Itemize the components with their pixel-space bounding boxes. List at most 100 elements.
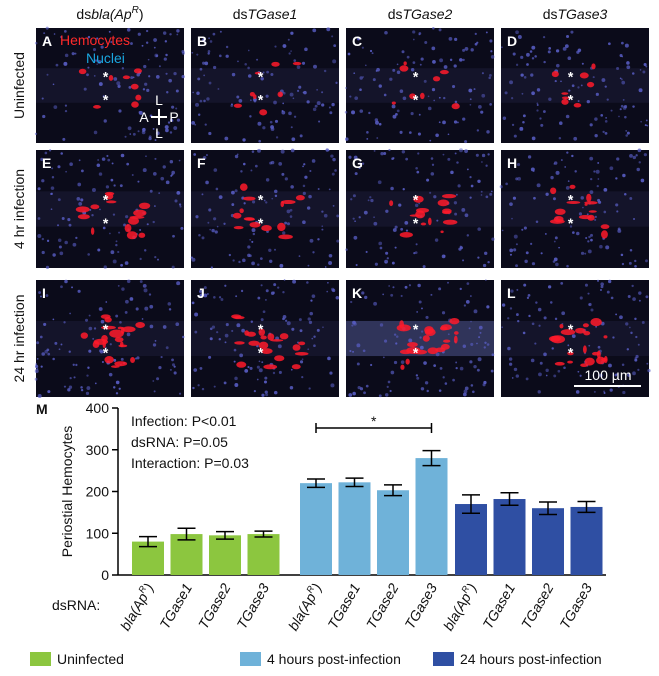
- nucleus: [102, 95, 105, 98]
- nucleus: [65, 170, 67, 173]
- nucleus: [470, 342, 474, 346]
- column-header: dsTGase1: [233, 6, 298, 22]
- nucleus: [191, 301, 195, 305]
- nucleus: [352, 350, 355, 353]
- nucleus: [580, 251, 585, 255]
- hemocyte: [258, 328, 266, 336]
- nucleus: [212, 65, 217, 70]
- nucleus: [325, 148, 329, 152]
- nucleus: [438, 121, 441, 124]
- nucleus: [585, 237, 588, 240]
- hemocyte: [233, 316, 245, 320]
- heart-tube: [346, 68, 494, 103]
- hemocyte: [108, 75, 114, 81]
- nucleus: [214, 230, 218, 234]
- nucleus: [569, 197, 573, 200]
- nucleus: [243, 202, 246, 205]
- nucleus: [558, 137, 562, 140]
- nucleus: [627, 373, 631, 377]
- nucleus: [530, 167, 535, 172]
- nucleus: [475, 153, 479, 157]
- nucleus: [610, 296, 614, 300]
- nucleus: [513, 248, 517, 252]
- nucleus: [165, 180, 170, 185]
- nucleus: [543, 352, 547, 357]
- nucleus: [120, 357, 124, 361]
- nucleus: [400, 294, 403, 297]
- nucleus: [311, 159, 316, 163]
- nucleus: [584, 252, 587, 255]
- nucleus: [263, 199, 266, 202]
- nucleus: [516, 288, 519, 291]
- nucleus: [274, 119, 279, 123]
- hemocyte: [422, 335, 430, 342]
- hemocyte: [114, 361, 128, 367]
- nucleus: [282, 231, 286, 235]
- nucleus: [402, 188, 405, 191]
- nucleus: [357, 37, 360, 41]
- micrograph: [501, 28, 649, 143]
- panel-letter: L: [507, 285, 516, 301]
- nucleus: [473, 309, 478, 314]
- nucleus: [551, 347, 554, 350]
- nucleus: [469, 98, 472, 101]
- nucleus: [240, 170, 243, 173]
- nucleus: [415, 327, 418, 330]
- nucleus: [213, 385, 216, 388]
- nucleus: [115, 392, 119, 395]
- hemocyte: [399, 349, 412, 355]
- category-name: TGase1: [479, 581, 518, 632]
- nucleus: [447, 333, 450, 336]
- channel-label: Hemocytes: [60, 32, 130, 48]
- nucleus: [312, 28, 317, 33]
- hemocyte: [416, 207, 430, 213]
- hemocyte: [405, 358, 410, 365]
- nucleus: [284, 221, 288, 225]
- nucleus: [78, 159, 81, 162]
- nucleus: [147, 58, 150, 61]
- nucleus: [448, 36, 453, 41]
- nucleus: [115, 243, 118, 247]
- nucleus: [391, 261, 395, 265]
- nucleus: [269, 259, 273, 263]
- nucleus: [231, 190, 235, 195]
- heart-tube: [191, 68, 339, 103]
- nucleus: [153, 390, 156, 393]
- nucleus: [247, 366, 250, 369]
- nucleus: [402, 96, 407, 101]
- nucleus: [477, 256, 480, 259]
- nucleus: [126, 28, 131, 32]
- nucleus: [260, 318, 264, 322]
- nucleus: [629, 197, 633, 200]
- nucleus: [646, 362, 649, 365]
- hemocyte: [93, 338, 109, 345]
- nucleus: [491, 353, 495, 357]
- row-label: 24 hr infection: [11, 295, 27, 383]
- nucleus: [501, 229, 504, 232]
- header-gene: TGase1: [247, 6, 297, 22]
- nucleus: [329, 111, 333, 115]
- nucleus: [218, 296, 222, 299]
- nucleus: [293, 59, 297, 62]
- nucleus: [306, 281, 309, 284]
- nucleus: [121, 287, 125, 291]
- nucleus: [336, 214, 340, 218]
- nucleus: [476, 368, 480, 372]
- panel-letter: H: [507, 155, 517, 171]
- marker: *: [568, 345, 574, 361]
- nucleus: [429, 139, 432, 142]
- nucleus: [146, 223, 149, 226]
- marker: *: [413, 91, 419, 107]
- nucleus: [262, 71, 265, 74]
- nucleus: [430, 157, 434, 160]
- nucleus: [67, 218, 71, 222]
- nucleus: [129, 297, 134, 301]
- nucleus: [209, 228, 212, 231]
- nucleus: [169, 368, 172, 371]
- hemocyte: [596, 356, 606, 365]
- nucleus: [621, 262, 625, 266]
- nucleus: [63, 385, 67, 388]
- nucleus: [580, 84, 583, 87]
- marker: *: [103, 215, 109, 231]
